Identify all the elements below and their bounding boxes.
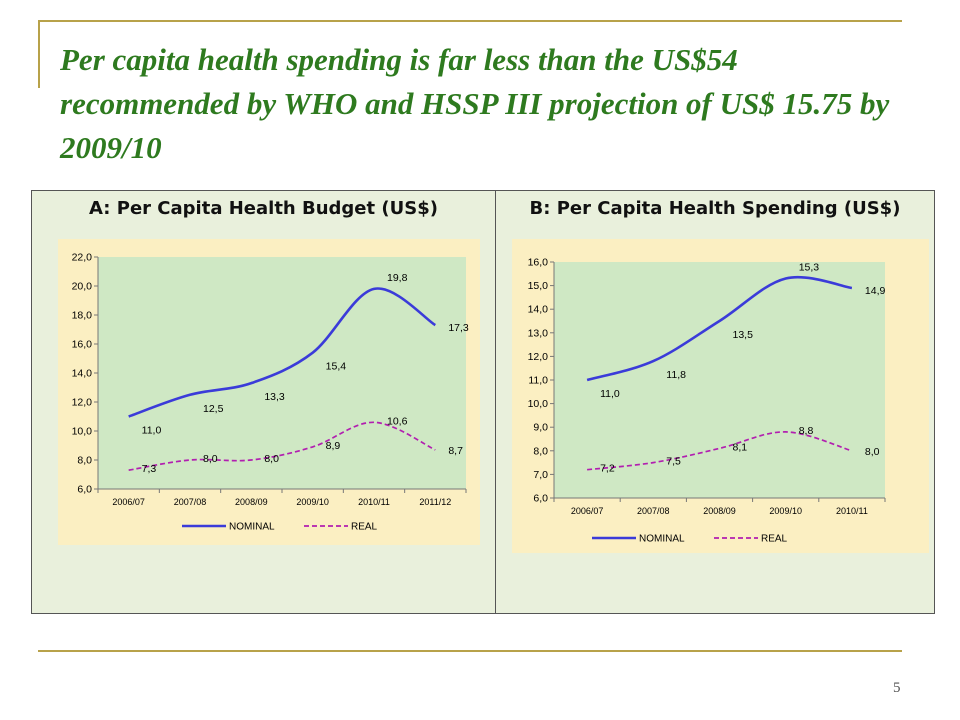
b-data-label: 11,8 <box>666 369 686 381</box>
b-y-tick-label: 11,0 <box>528 375 548 387</box>
a-data-label: 8,9 <box>326 440 341 452</box>
a-y-tick-label: 10,0 <box>72 426 93 438</box>
a-x-tick-label: 2007/08 <box>174 497 207 507</box>
page-number: 5 <box>893 680 901 696</box>
a-x-tick-label: 2006/07 <box>112 497 145 507</box>
spending-chart: 6,0 7,0 8,0 9,0 10,0 11,0 12,0 13,0 14,0 15,0 16,0… <box>512 239 929 553</box>
a-y-tick-label: 22,0 <box>72 252 93 264</box>
b-data-label: 15,3 <box>799 262 820 274</box>
b-y-tick-label: 7,0 <box>533 469 548 481</box>
a-data-label: 8,7 <box>448 445 463 457</box>
a-y-tick-label: 14,0 <box>72 368 93 380</box>
a-data-label: 15,4 <box>326 361 347 373</box>
panel-a: A: Per Capita Health Budget (US$) 6,0 8,0… <box>31 190 495 614</box>
a-y-tick-label: 18,0 <box>72 310 93 322</box>
a-series-real-line <box>128 421 436 471</box>
a-y-tick-label: 6,0 <box>77 484 92 496</box>
b-x-tick-label: 2007/08 <box>637 506 670 516</box>
bottom-rule <box>38 650 902 652</box>
b-data-label: 11,0 <box>600 388 620 400</box>
b-plot-area <box>554 262 885 498</box>
a-plot-area <box>98 257 466 489</box>
a-data-label: 17,3 <box>448 322 469 334</box>
b-x-tick-label: 2008/09 <box>703 506 736 516</box>
a-legend-label-real: REAL <box>351 522 378 533</box>
panel-b: B: Per Capita Health Spending (US$) 6,0 7… <box>495 190 935 614</box>
panel-b-title: B: Per Capita Health Spending (US$) <box>529 198 901 219</box>
chart-panels: A: Per Capita Health Budget (US$) 6,0 8,0… <box>31 190 935 614</box>
b-y-tick-label: 14,0 <box>528 304 549 316</box>
b-data-label: 13,5 <box>733 329 754 341</box>
b-x-tick-label: 2009/10 <box>769 506 802 516</box>
a-data-label: 19,8 <box>387 272 408 284</box>
a-y-tick-label: 8,0 <box>77 455 92 467</box>
b-legend-label-nominal: NOMINAL <box>639 534 685 545</box>
a-data-label: 7,3 <box>142 463 157 475</box>
a-series-nominal-line <box>128 287 437 418</box>
a-data-label: 13,3 <box>264 391 285 403</box>
a-data-label: 10,6 <box>387 415 408 427</box>
b-x-tick-label: 2006/07 <box>571 506 604 516</box>
b-y-tick-label: 8,0 <box>533 445 548 457</box>
b-y-tick-label: 15,0 <box>528 280 549 292</box>
a-y-tick-label: 16,0 <box>72 339 93 351</box>
b-y-tick-label: 13,0 <box>528 327 549 339</box>
b-y-tick-label: 12,0 <box>528 351 549 363</box>
a-data-label: 12,5 <box>203 403 224 415</box>
b-y-tick-label: 10,0 <box>528 398 549 410</box>
b-data-label: 14,9 <box>865 285 886 297</box>
a-data-label: 8,0 <box>264 453 279 465</box>
panel-a-title: A: Per Capita Health Budget (US$) <box>89 198 438 219</box>
b-legend-label-real: REAL <box>761 534 788 545</box>
a-legend-label-nominal: NOMINAL <box>229 522 275 533</box>
a-data-label: 11,0 <box>142 425 162 437</box>
b-data-label: 7,5 <box>666 456 681 468</box>
b-data-label: 7,2 <box>600 463 615 475</box>
b-data-label: 8,1 <box>733 441 748 453</box>
slide-title: Per capita health spending is far less t… <box>60 42 890 165</box>
b-series-nominal-line <box>586 275 853 382</box>
b-data-label: 8,8 <box>799 425 814 437</box>
b-data-label: 8,0 <box>865 446 880 458</box>
b-series-real-line <box>587 431 853 471</box>
a-data-label: 8,0 <box>203 453 218 465</box>
a-y-tick-label: 20,0 <box>72 281 93 293</box>
b-y-tick-label: 9,0 <box>533 422 548 434</box>
a-y-tick-label: 12,0 <box>72 397 93 409</box>
b-y-tick-label: 16,0 <box>528 257 549 269</box>
b-x-tick-label: 2010/11 <box>836 506 868 516</box>
a-x-tick-label: 2011/12 <box>419 497 451 507</box>
a-x-tick-label: 2008/09 <box>235 497 268 507</box>
a-x-tick-label: 2009/10 <box>296 497 329 507</box>
top-rule <box>38 20 902 22</box>
budget-chart: 6,0 8,0 10,0 12,0 14,0 16,0 18,0 20,0 22,0 2006/0… <box>58 239 480 545</box>
b-y-tick-label: 6,0 <box>533 493 548 505</box>
left-rule <box>38 20 40 88</box>
a-x-tick-label: 2010/11 <box>358 497 390 507</box>
